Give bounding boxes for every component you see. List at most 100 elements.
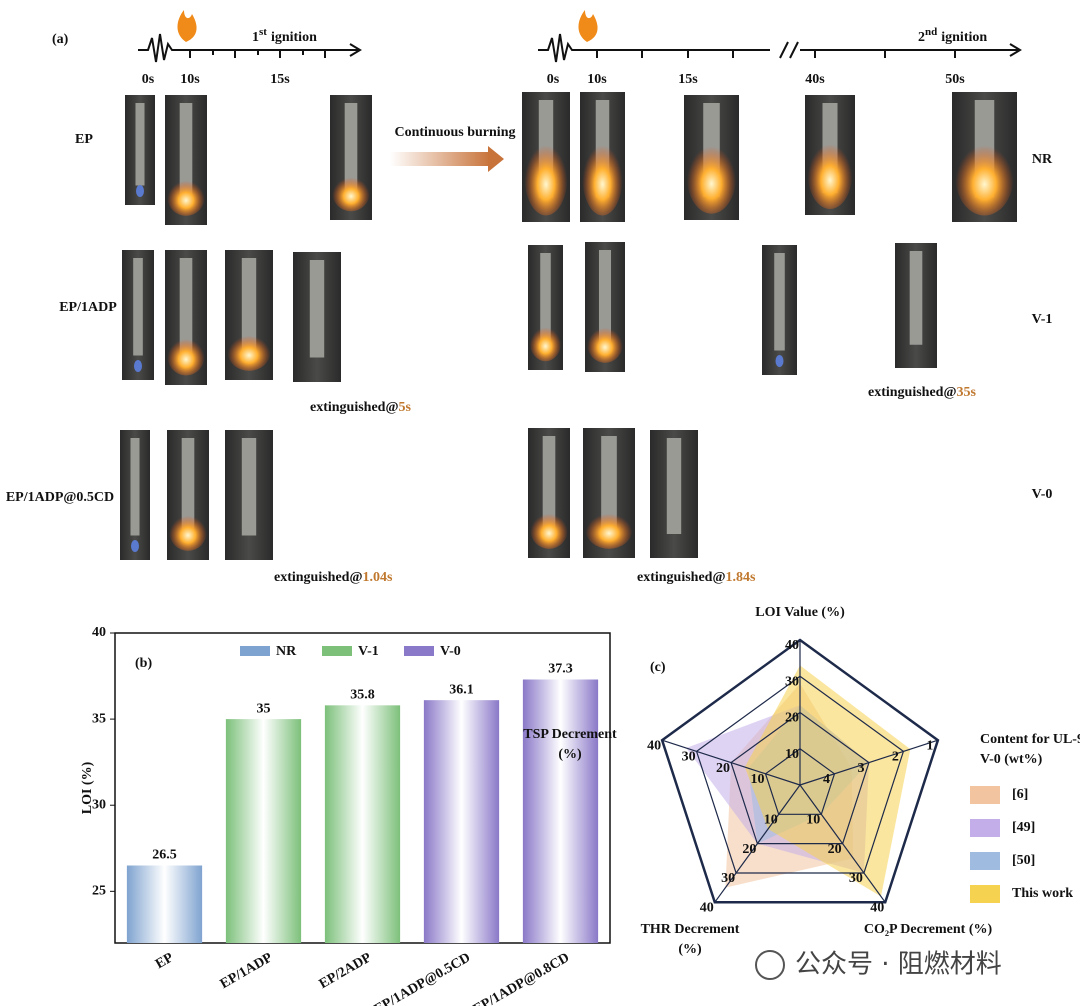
specimen xyxy=(666,438,682,534)
annotation: Continuous burning xyxy=(394,125,515,140)
radar-tick-label: 40 xyxy=(785,638,799,653)
radar-tick-label: 40 xyxy=(700,901,714,916)
ordinal: 2 xyxy=(918,30,925,45)
specimen xyxy=(309,260,325,358)
extinguished-time: 35s xyxy=(956,385,976,400)
radar-ring xyxy=(730,711,870,845)
panel-label: (b) xyxy=(135,656,152,671)
panel-label: (a) xyxy=(52,32,69,47)
x-tick-label: EP/2ADP xyxy=(317,950,375,992)
radar-ring xyxy=(660,638,940,904)
radar-tick-label: 10 xyxy=(806,813,820,828)
value-label: 35.8 xyxy=(350,688,375,703)
radar-tick-label: 10 xyxy=(751,772,765,787)
value-label: 26.5 xyxy=(152,848,177,863)
bar xyxy=(225,719,302,943)
legend-label: [50] xyxy=(1012,853,1035,868)
radar-tick-label: 20 xyxy=(828,842,842,857)
radar-axis-label: Content for UL-94 xyxy=(980,732,1080,747)
radar-tick-label: 40 xyxy=(647,738,661,753)
radar-axis-label: V-0 (wt%) xyxy=(980,752,1043,767)
radar-axis-label: LOI Value (%) xyxy=(755,605,845,620)
specimen xyxy=(601,436,617,534)
legend-label: V-0 xyxy=(440,644,461,659)
radar-spoke xyxy=(799,784,886,903)
extinguished-label: extinguished@35s xyxy=(868,385,976,400)
burner-flame xyxy=(136,185,144,197)
y-tick-label: 25 xyxy=(92,884,106,899)
specimen xyxy=(241,438,257,536)
legend-label: [6] xyxy=(1012,787,1028,802)
flame xyxy=(167,176,205,216)
bar xyxy=(324,705,401,943)
x-tick-label: EP xyxy=(153,950,176,972)
time-label: 10s xyxy=(180,72,200,87)
specimen xyxy=(344,103,358,197)
legend-swatch xyxy=(970,786,1000,804)
legend-label: [49] xyxy=(1012,820,1035,835)
legend-swatch xyxy=(404,646,434,656)
radar-axis-label: TSP Decrement xyxy=(523,727,617,742)
extinguished-text: extinguished@ xyxy=(868,385,956,400)
radar-axis-label: CO₂P Decrement (%) xyxy=(864,922,993,937)
legend-label: NR xyxy=(276,644,297,659)
specimen xyxy=(135,103,145,186)
ordinal-suffix: nd xyxy=(925,26,937,38)
extinguished-label: extinguished@1.04s xyxy=(274,570,393,585)
flame xyxy=(582,137,623,216)
flame xyxy=(587,323,623,363)
radar-axis-label: (%) xyxy=(558,747,582,762)
bar xyxy=(423,700,500,943)
extinguished-text: extinguished@ xyxy=(637,570,725,585)
flame xyxy=(524,137,568,216)
ignition-text: ignition xyxy=(271,30,317,45)
specimen xyxy=(542,436,556,534)
specimen xyxy=(181,438,195,536)
radar-tick-label: 4 xyxy=(823,772,830,787)
time-label: 0s xyxy=(547,72,560,87)
burner-flame xyxy=(131,540,139,552)
sample-label: EP/1ADP@0.5CD xyxy=(6,490,114,505)
value-label: 35 xyxy=(257,701,271,716)
radar-spoke xyxy=(661,739,801,786)
flame xyxy=(227,331,271,371)
flame xyxy=(529,323,562,362)
radar-tick-label: 3 xyxy=(857,761,864,776)
time-label: 10s xyxy=(587,72,607,87)
flame xyxy=(530,509,568,549)
radar-ring xyxy=(695,675,905,874)
radar-tick-label: 1 xyxy=(926,738,933,753)
bar xyxy=(126,865,203,943)
radar-axis-label: (%) xyxy=(678,942,702,957)
specimen xyxy=(130,438,140,536)
rating-label: NR xyxy=(1032,152,1053,167)
extinguished-text: extinguished@ xyxy=(310,400,398,415)
specimen xyxy=(241,258,257,356)
legend-label: This work xyxy=(1012,886,1073,901)
bar xyxy=(522,679,599,943)
legend-swatch xyxy=(322,646,352,656)
timeline xyxy=(138,33,1022,63)
specimen xyxy=(179,103,193,201)
radar-tick-label: 10 xyxy=(785,747,799,762)
x-tick-label: EP/1ADP@0.5CD xyxy=(372,950,473,1006)
x-tick-label: EP/1ADP@0.8CD xyxy=(471,950,572,1006)
time-label: 0s xyxy=(142,72,155,87)
radar-tick-label: 20 xyxy=(742,842,756,857)
flame xyxy=(167,335,205,376)
time-label: 40s xyxy=(805,72,825,87)
ignition-label: 2nd ignition xyxy=(918,26,987,46)
radar-tick-label: 20 xyxy=(716,761,730,776)
flame-icon xyxy=(177,10,598,42)
arrow-head xyxy=(488,146,504,172)
radar-ring xyxy=(764,748,836,815)
legend-swatch xyxy=(970,852,1000,870)
radar-tick-label: 30 xyxy=(849,871,863,886)
flame xyxy=(955,137,1014,216)
legend-swatch xyxy=(240,646,270,656)
radar-tick-label: 40 xyxy=(870,901,884,916)
y-tick-label: 35 xyxy=(92,711,106,726)
extinguished-label: extinguished@1.84s xyxy=(637,570,756,585)
y-axis-label: LOI (%) xyxy=(80,761,95,814)
